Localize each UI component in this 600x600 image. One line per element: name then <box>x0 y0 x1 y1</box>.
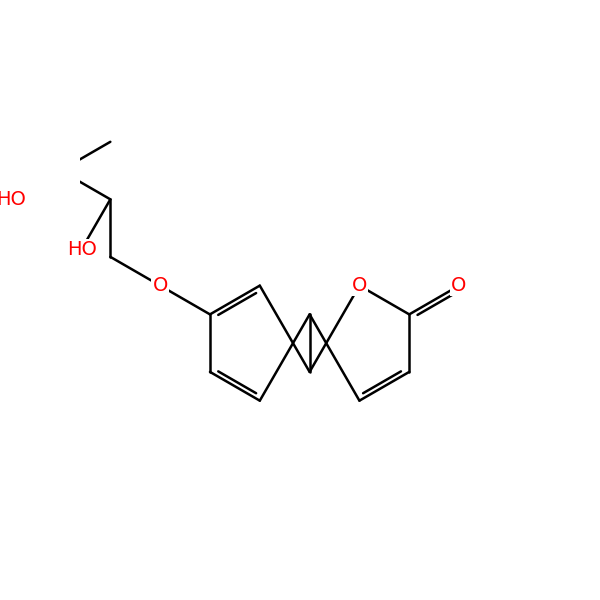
Text: O: O <box>451 276 467 295</box>
Text: O: O <box>352 276 367 295</box>
Text: HO: HO <box>0 190 26 209</box>
Text: O: O <box>152 276 168 295</box>
Text: HO: HO <box>67 239 97 259</box>
